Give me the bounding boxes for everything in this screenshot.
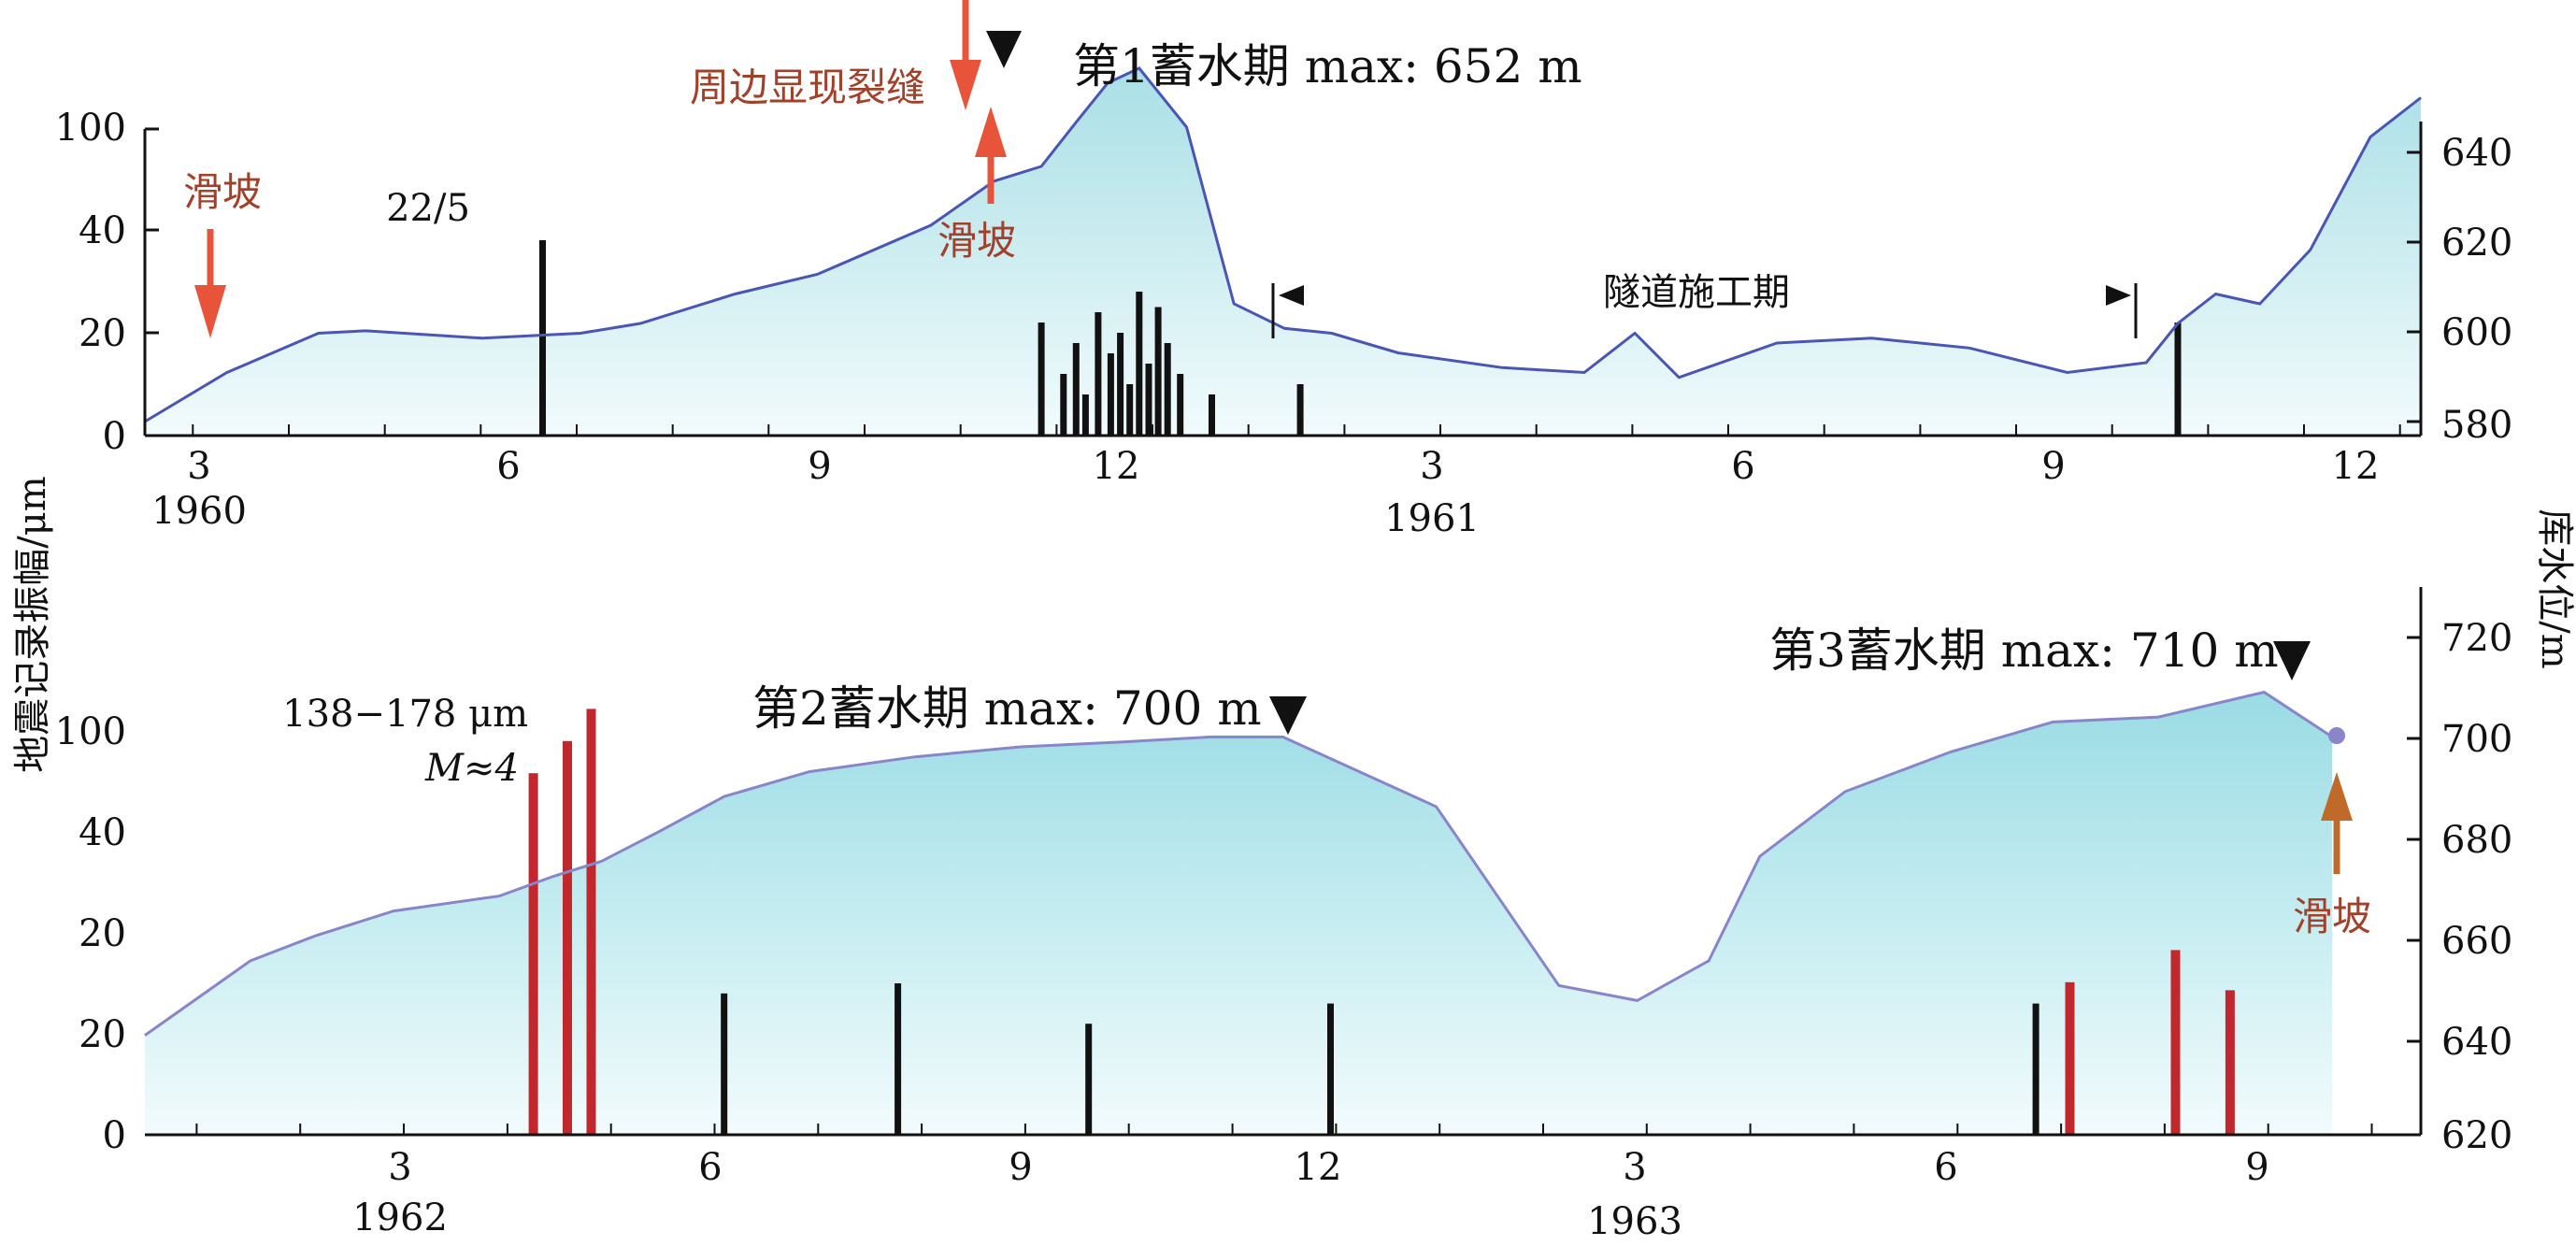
seismic-bar	[1126, 384, 1134, 436]
seismic-bar	[1072, 343, 1080, 436]
x-tick-label: 6	[1934, 1146, 1957, 1189]
yleft-tick: 100	[55, 710, 126, 753]
yleft-tick: 20	[79, 912, 126, 955]
seismic-bar	[2170, 950, 2181, 1135]
x-tick-label: 12	[1093, 445, 1140, 488]
left-axis-title: 地震记录振幅/μm	[11, 476, 54, 772]
x-ticks-bottom	[195, 1124, 2373, 1135]
seismic-bar	[1177, 374, 1184, 436]
arrow-down-red-2	[950, 0, 981, 110]
x-tick-label: 9	[2245, 1146, 2268, 1189]
seismic-bar	[1038, 322, 1045, 436]
yleft-tick: 20	[79, 312, 126, 355]
seismic-bar	[2225, 990, 2235, 1135]
reservoir-peak-label-3: 第3蓄水期 max: 710 m	[1769, 623, 2279, 678]
seismic-bar	[721, 993, 728, 1135]
seismic-bar	[2032, 1003, 2039, 1135]
reservoir-peak-label-2: 第2蓄水期 max: 700 m	[752, 681, 1262, 736]
year-label: 1963	[1587, 1200, 1682, 1243]
yright-tick: 640	[2441, 1021, 2512, 1064]
seismic-bar	[1164, 343, 1171, 436]
yright-tick: 620	[2441, 1114, 2512, 1157]
seismic-bar	[1107, 353, 1114, 436]
landslide-label-1: 滑坡	[183, 169, 262, 215]
magnitude-note: M≈4	[424, 747, 519, 790]
x-tick-label: 6	[698, 1146, 722, 1189]
yleft-tick: 20	[79, 1013, 126, 1056]
seismic-bar	[586, 709, 596, 1135]
landslide-label-2: 滑坡	[937, 218, 1016, 264]
yright-tick: 600	[2441, 311, 2512, 354]
amplitude-note: 138−178 μm	[282, 693, 528, 736]
x-tick-label: 9	[2041, 445, 2065, 488]
cracks-label: 周边显现裂缝	[690, 64, 925, 110]
water-level-line-1962-1963	[144, 690, 2334, 1037]
water-level-area-1960-1961	[145, 68, 2421, 436]
arrow-up-red-3	[975, 107, 1007, 204]
seismic-bar	[528, 773, 538, 1135]
seismic-bar	[539, 240, 546, 436]
seismic-bar	[1327, 1003, 1334, 1135]
seismic-bar	[1060, 374, 1067, 436]
date-label-22-5: 22/5	[386, 187, 470, 230]
yleft-tick: 0	[103, 415, 126, 458]
seismic-bar	[2065, 981, 2075, 1135]
x-tick-label: 6	[496, 445, 520, 488]
reservoir-peak-label-1: 第1蓄水期 max: 652 m	[1073, 39, 1582, 93]
seismic-bar	[2174, 322, 2182, 436]
seismic-bar	[1081, 394, 1089, 436]
x-tick-label: 12	[2332, 445, 2380, 488]
panel-1960-1961: 0 20 40 100 580 600 620 640 3 6 9 12 3 6…	[55, 0, 2512, 540]
arrow-down-red-1	[194, 229, 226, 338]
yleft-tick: 40	[79, 811, 126, 854]
peak-marker-3	[2273, 641, 2311, 680]
year-label: 1961	[1384, 497, 1480, 540]
seismic-bar	[1085, 1024, 1093, 1135]
yright-tick: 620	[2441, 222, 2512, 265]
yright-tick: 640	[2441, 132, 2512, 175]
right-axis-title: 库水位/m	[2533, 508, 2576, 668]
water-level-line-1960-1961	[144, 66, 2422, 423]
seismic-bar	[1117, 333, 1124, 436]
yright-tick: 700	[2441, 718, 2512, 761]
seismic-bar	[1296, 384, 1304, 436]
seismic-bar	[1095, 312, 1102, 436]
end-point-marker	[2328, 727, 2345, 744]
peak-marker-2	[1269, 696, 1307, 735]
seismic-bar	[1145, 364, 1152, 436]
year-label: 1962	[352, 1196, 448, 1239]
seismic-bar	[894, 983, 902, 1135]
year-label: 1960	[151, 490, 247, 533]
yleft-tick: 100	[55, 107, 126, 150]
seismic-bar	[1209, 394, 1215, 436]
yleft-tick: 40	[79, 209, 126, 252]
yright-tick: 680	[2441, 819, 2512, 862]
tunnel-period-label: 隧道施工期	[1603, 271, 1790, 314]
x-tick-label: 12	[1295, 1146, 1342, 1189]
x-tick-label: 3	[187, 445, 210, 488]
landslide-label-3: 滑坡	[2293, 894, 2371, 939]
x-tick-label: 3	[388, 1146, 411, 1189]
yright-tick: 660	[2441, 920, 2512, 963]
x-tick-label: 9	[808, 445, 831, 488]
x-tick-label: 6	[1731, 445, 1754, 488]
yright-tick: 580	[2441, 404, 2512, 447]
seismic-bar	[1136, 292, 1143, 436]
peak-marker-1	[986, 31, 1022, 68]
arrow-up-brown	[2321, 772, 2353, 874]
seismic-bars-1960-1961	[539, 240, 2182, 436]
x-tick-label: 9	[1009, 1146, 1032, 1189]
water-level-area-1962-1963	[145, 692, 2333, 1135]
seismic-bar	[1154, 307, 1162, 436]
panel-1962-1963: 0 20 20 40 100 620 640 660 680 700 720 3…	[55, 587, 2512, 1243]
x-tick-label: 3	[1623, 1146, 1646, 1189]
yleft-tick: 0	[103, 1114, 126, 1157]
x-ticks-top	[192, 424, 2401, 436]
yright-tick: 720	[2441, 617, 2512, 660]
seismic-bar	[563, 740, 572, 1135]
seismic-bars-1962-1963	[528, 709, 2235, 1135]
tunnel-period-marker	[1271, 283, 2138, 338]
x-tick-label: 3	[1420, 445, 1443, 488]
